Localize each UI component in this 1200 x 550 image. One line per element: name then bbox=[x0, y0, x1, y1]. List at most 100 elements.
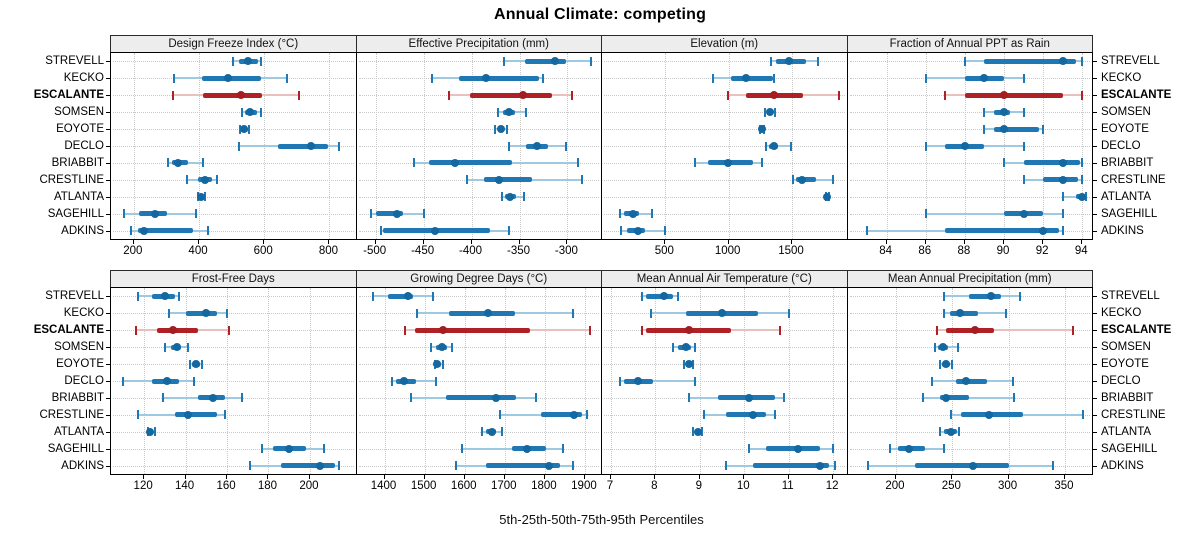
whisker-cap bbox=[501, 192, 504, 202]
whisker-cap bbox=[201, 359, 204, 369]
median-dot bbox=[999, 108, 1008, 117]
x-tick-label: 12 bbox=[825, 480, 839, 492]
x-tick-label: 86 bbox=[918, 245, 932, 257]
median-dot bbox=[765, 108, 774, 117]
median-dot bbox=[439, 326, 448, 335]
horizontal-gridline bbox=[113, 448, 354, 450]
horizontal-gridline bbox=[849, 196, 1090, 198]
median-dot bbox=[505, 192, 514, 201]
range-25-75 bbox=[459, 75, 539, 81]
x-tick-label: 350 bbox=[1054, 480, 1074, 492]
range-25-75 bbox=[950, 310, 979, 316]
whisker-cap bbox=[1081, 56, 1084, 66]
site-label-left: ESCALANTE bbox=[33, 324, 104, 337]
whisker-cap bbox=[773, 107, 776, 117]
site-label-right: BRIABBIT bbox=[1101, 391, 1154, 404]
horizontal-gridline bbox=[849, 112, 1090, 114]
median-dot bbox=[146, 427, 155, 436]
whisker-cap bbox=[500, 427, 503, 437]
whisker-cap bbox=[676, 291, 679, 301]
x-tick-mark bbox=[263, 240, 265, 244]
whisker-cap bbox=[866, 461, 869, 471]
row-tick-left bbox=[106, 61, 110, 63]
whisker-cap bbox=[783, 393, 786, 403]
site-label-right: STREVELL bbox=[1101, 290, 1160, 303]
x-tick-label: 7 bbox=[606, 480, 614, 492]
whisker-cap bbox=[323, 444, 326, 454]
median-dot bbox=[941, 360, 950, 369]
whisker-cap bbox=[763, 107, 766, 117]
x-axis: 84 86 88 90 92 94 bbox=[847, 240, 1094, 264]
x-tick-label: 94 bbox=[1074, 245, 1088, 257]
row-tick-left bbox=[106, 230, 110, 232]
row-tick-left bbox=[106, 196, 110, 198]
panel-header: Growing Degree Days (°C) bbox=[355, 270, 602, 288]
median-dot bbox=[629, 209, 638, 218]
range-25-75 bbox=[540, 412, 583, 418]
whisker-cap bbox=[618, 376, 621, 386]
row-tick-left bbox=[106, 296, 110, 298]
whisker-cap bbox=[447, 90, 450, 100]
whisker-cap bbox=[195, 209, 198, 219]
whisker-cap bbox=[956, 342, 959, 352]
horizontal-gridline bbox=[358, 347, 599, 349]
whisker-cap bbox=[409, 393, 412, 403]
range-25-75 bbox=[446, 395, 517, 401]
horizontal-gridline bbox=[113, 465, 354, 467]
x-tick-label: 90 bbox=[996, 245, 1010, 257]
whisker-cap bbox=[834, 461, 837, 471]
median-dot bbox=[968, 461, 977, 470]
x-tick-label: 120 bbox=[133, 480, 153, 492]
site-label-left: STREVELL bbox=[45, 55, 104, 68]
whisker-cap bbox=[371, 291, 374, 301]
x-tick-mark bbox=[374, 240, 376, 244]
site-label-left: SOMSEN bbox=[54, 341, 104, 354]
horizontal-gridline bbox=[849, 129, 1090, 131]
whisker-cap bbox=[641, 325, 643, 335]
row-tick-left bbox=[106, 431, 110, 433]
x-tick-label: 1400 bbox=[370, 480, 397, 492]
whisker-cap bbox=[1081, 410, 1084, 420]
x-tick-mark bbox=[664, 240, 666, 244]
range-25-75 bbox=[137, 228, 193, 234]
whisker-cap bbox=[442, 359, 445, 369]
range-25-75 bbox=[796, 177, 817, 183]
whisker-cap bbox=[525, 107, 528, 117]
x-axis: 7 8 9 10 11 12 bbox=[601, 475, 848, 499]
x-tick-mark bbox=[885, 240, 887, 244]
horizontal-gridline bbox=[604, 347, 845, 349]
whisker-cap bbox=[422, 209, 425, 219]
whisker-cap bbox=[701, 427, 704, 437]
x-tick-mark bbox=[463, 475, 465, 479]
panel: Mean Annual Air Temperature (°C) bbox=[601, 270, 848, 475]
whisker-cap bbox=[934, 342, 937, 352]
median-dot bbox=[1039, 226, 1048, 235]
x-tick-label: -500 bbox=[363, 245, 387, 257]
median-dot bbox=[399, 377, 408, 385]
row-tick-right bbox=[1093, 162, 1097, 164]
median-dot bbox=[793, 444, 802, 453]
x-tick-label: 11 bbox=[781, 480, 794, 492]
panel-header: Elevation (m) bbox=[601, 35, 848, 53]
horizontal-gridline bbox=[604, 296, 845, 298]
x-tick-label: 84 bbox=[879, 245, 892, 257]
site-label-left: DECLO bbox=[64, 375, 104, 387]
row-tick-left bbox=[106, 465, 110, 467]
whisker-cap bbox=[620, 226, 623, 236]
x-tick-label: 800 bbox=[318, 245, 338, 257]
horizontal-gridline bbox=[113, 313, 354, 315]
whisker-cap bbox=[216, 175, 219, 185]
site-label-left: STREVELL bbox=[45, 290, 104, 303]
row-tick-right bbox=[1093, 78, 1097, 80]
site-label-left: SOMSEN bbox=[54, 106, 104, 119]
range-5-95 bbox=[765, 145, 791, 147]
median-dot bbox=[986, 292, 995, 301]
x-tick-mark bbox=[727, 240, 729, 244]
whisker-cap bbox=[938, 427, 941, 437]
median-dot bbox=[569, 410, 578, 419]
median-dot bbox=[306, 142, 315, 150]
median-dot bbox=[481, 74, 490, 83]
row-tick-left bbox=[106, 414, 110, 416]
x-axis: 500 1000 1500 bbox=[601, 240, 848, 264]
whisker-cap bbox=[451, 342, 454, 352]
